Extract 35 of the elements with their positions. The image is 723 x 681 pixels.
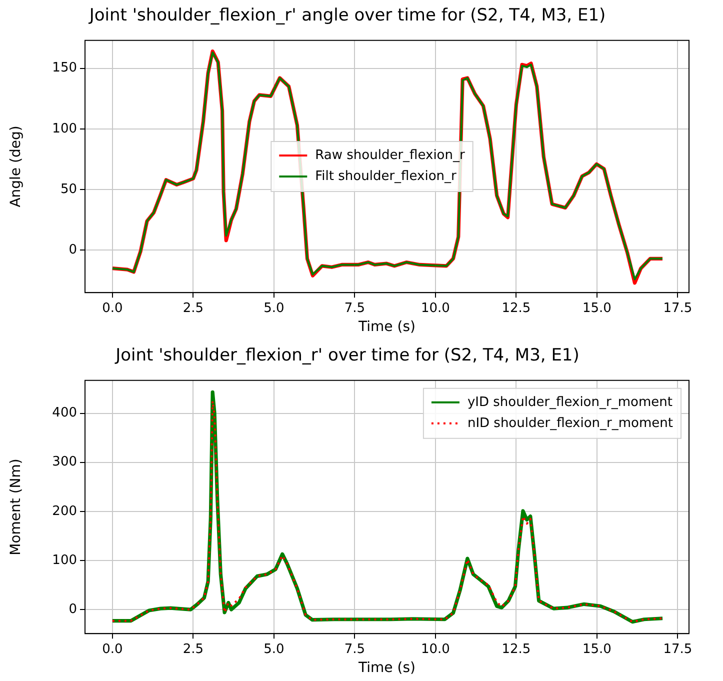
legend-label: Filt shoulder_flexion_r <box>315 168 458 184</box>
x-tick-label: 5.0 <box>264 300 284 316</box>
x-tick-label: 10.0 <box>420 642 450 657</box>
x-tick-label: 0.0 <box>102 300 123 316</box>
x-tick-label: 17.5 <box>663 300 692 316</box>
y-tick-label: 100 <box>52 121 77 136</box>
x-tick-label: 2.5 <box>182 300 204 316</box>
y-tick-label: 150 <box>52 60 77 76</box>
x-tick-label: 2.5 <box>182 642 204 657</box>
y-tick-label: 100 <box>52 552 77 568</box>
chart-title: Joint 'shoulder_flexion_r' over time for (S2, T4, M3, E1) <box>114 346 580 366</box>
x-tick-label: 5.0 <box>264 642 284 657</box>
y-axis-title: Moment (Nm) <box>8 458 24 556</box>
x-tick-label: 17.5 <box>663 642 692 657</box>
y-tick-label: 300 <box>52 454 77 470</box>
x-tick-label: 7.5 <box>344 300 366 316</box>
x-tick-label: 7.5 <box>344 642 366 657</box>
x-axis-title: Time (s) <box>358 660 416 676</box>
x-tick-label: 10.0 <box>420 300 450 316</box>
y-tick-label: 0 <box>68 602 77 617</box>
y-tick-label: 400 <box>52 406 77 421</box>
x-tick-label: 12.5 <box>502 642 531 657</box>
y-axis-title: Angle (deg) <box>8 126 24 208</box>
x-tick-label: 15.0 <box>582 642 612 657</box>
y-tick-label: 50 <box>60 182 77 197</box>
chart-title: Joint 'shoulder_flexion_r' angle over time for (S2, T4, M3, E1) <box>88 6 606 26</box>
y-tick-label: 0 <box>68 242 77 258</box>
x-tick-label: 15.0 <box>582 300 612 316</box>
x-tick-label: 0.0 <box>102 642 123 657</box>
legend-label: nID shoulder_flexion_r_moment <box>467 416 674 431</box>
x-tick-label: 12.5 <box>502 300 531 316</box>
x-axis-title: Time (s) <box>358 319 416 336</box>
legend-label: Raw shoulder_flexion_r <box>315 148 466 163</box>
y-tick-label: 200 <box>52 504 77 519</box>
legend-label: yID shoulder_flexion_r_moment <box>467 394 672 410</box>
